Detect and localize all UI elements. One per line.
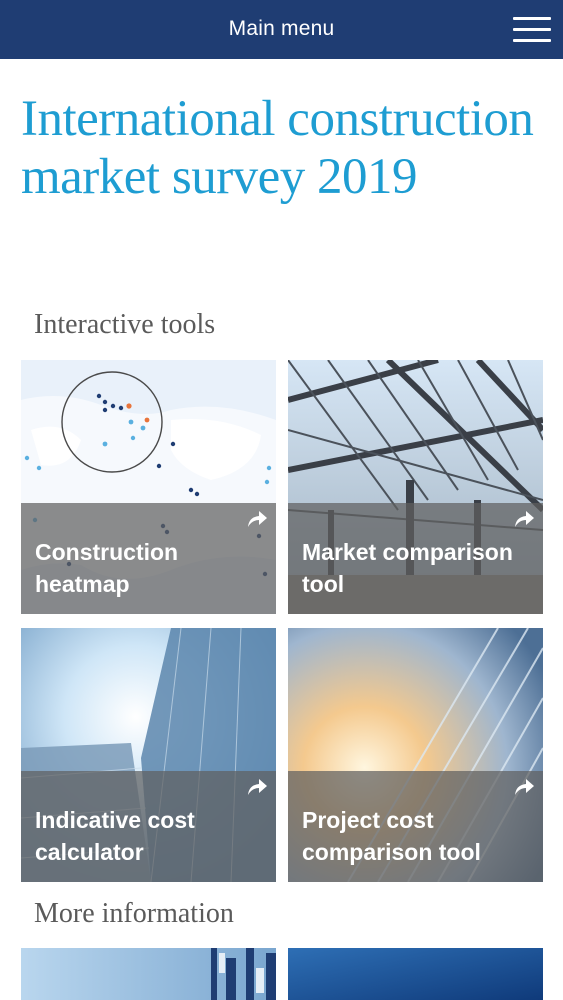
construction-heatmap-tile[interactable]: Construction heatmap xyxy=(21,360,276,614)
tile-label: Market comparison tool xyxy=(302,539,513,597)
page-title: International construction market survey… xyxy=(21,91,534,205)
share-arrow-icon xyxy=(515,779,534,795)
tile-caption-overlay xyxy=(288,771,543,882)
share-arrow-icon xyxy=(248,511,267,527)
tile-label: Indicative cost calculator xyxy=(35,807,195,865)
tile-caption-overlay xyxy=(288,503,543,614)
blue-gradient-thumbnail-image xyxy=(288,948,543,1000)
market-comparison-tool-tile[interactable]: Market comparison tool xyxy=(288,360,543,614)
tile-label: Construction heatmap xyxy=(35,539,179,597)
more-info-card-1[interactable] xyxy=(21,948,276,1000)
tile-caption-overlay xyxy=(21,503,276,614)
interactive-tools-heading: Interactive tools xyxy=(34,309,216,340)
indicative-cost-calculator-tile[interactable]: Indicative cost calculator xyxy=(21,628,276,882)
tile-label: Project cost comparison tool xyxy=(302,807,481,865)
share-arrow-icon xyxy=(248,779,267,795)
share-arrow-icon xyxy=(515,511,534,527)
tile-caption-overlay xyxy=(21,771,276,882)
more-info-card-2[interactable] xyxy=(288,948,543,1000)
top-navigation-bar: Main menu xyxy=(0,0,563,59)
project-cost-comparison-tool-tile[interactable]: Project cost comparison tool xyxy=(288,628,543,882)
hamburger-icon[interactable] xyxy=(513,17,551,43)
main-menu-label[interactable]: Main menu xyxy=(228,17,335,40)
more-information-heading: More information xyxy=(34,898,234,929)
building-thumbnail-image xyxy=(21,948,276,1000)
